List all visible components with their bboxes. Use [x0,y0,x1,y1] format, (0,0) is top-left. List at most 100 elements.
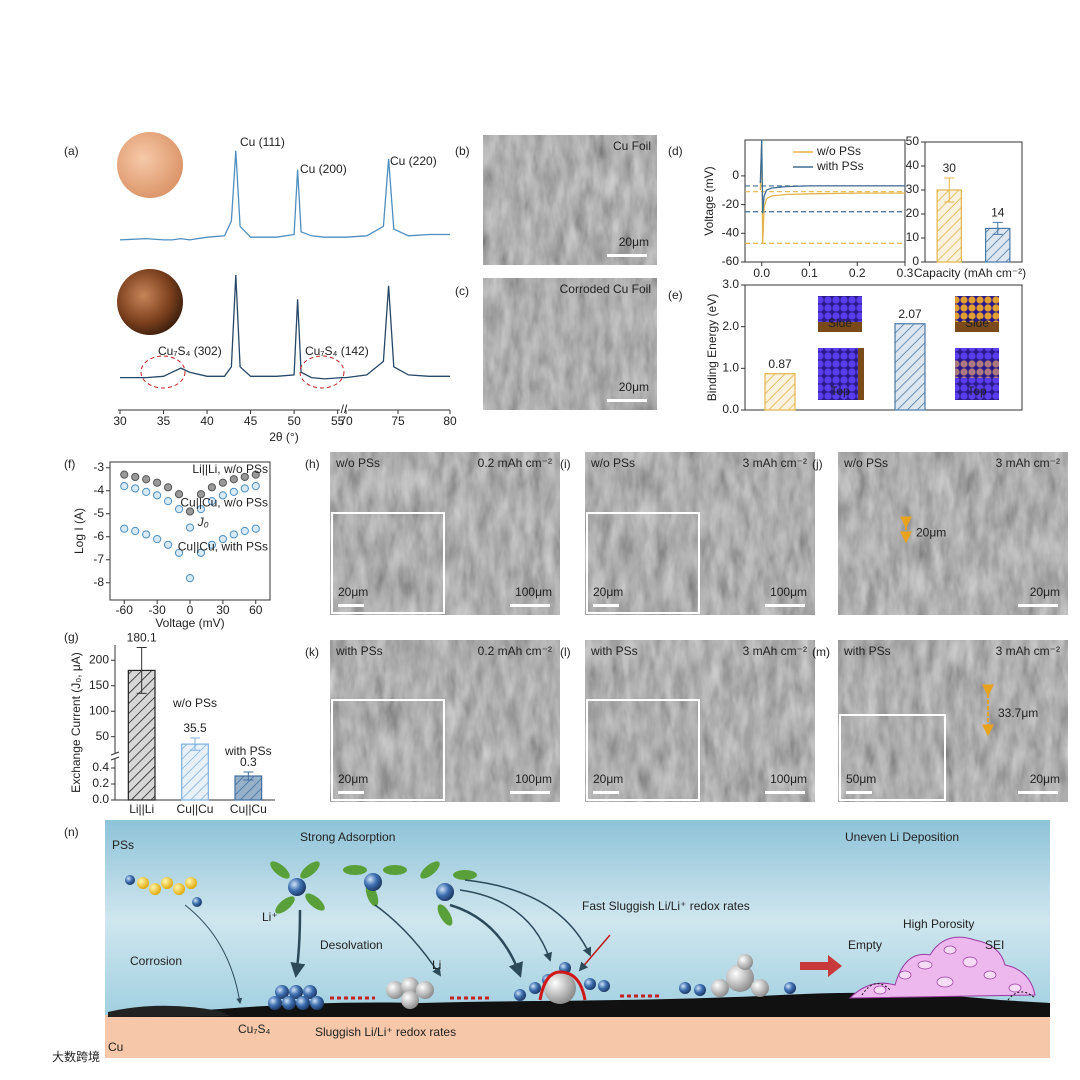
data-point [229,487,238,496]
inset-texture [333,701,443,799]
highlight-circle [299,355,345,389]
inset-scale-bar [338,791,364,794]
data-point [196,490,206,499]
legend-label: with PSs [816,159,864,173]
data-point [251,524,260,533]
image-label: Top [830,384,850,398]
inset-texture [588,701,698,799]
data-point [185,574,195,583]
scale-bar [607,399,647,402]
image-capacity: 0.2 mAh cm⁻² [478,644,552,658]
y-tick-label: -4 [93,483,104,497]
x-tick-label: 0 [187,603,194,617]
peak-annotation: Cu (111) [240,135,285,149]
panel-label: (g) [64,630,79,644]
axis-break: // [341,402,348,416]
bar [764,373,796,411]
x-tick-label: Cu||Cu [177,802,214,816]
peak-annotation: Cu₇S₄ (302) [158,344,222,358]
y-tick-label: -20 [722,197,740,211]
value-label: 2.07 [898,307,922,321]
inset-scale-label: 20μm [338,772,368,786]
data-point [229,475,238,484]
image-caption: with PSs [335,644,383,658]
series-line [120,274,450,380]
y-tick-label: -8 [93,575,104,589]
value-label: 0.87 [768,357,792,371]
data-point [142,530,151,539]
schematic-text: SEI [985,938,1004,952]
x-tick-label: 40 [200,414,214,428]
y-tick-label: 2.0 [722,319,739,333]
image-caption: with PSs [843,644,891,658]
schematic-text: Empty [848,938,882,952]
y-tick-label: 10 [906,230,920,244]
value-label: 0.3 [240,755,257,769]
schematic-text: Cu [108,1040,123,1054]
inset-scale-bar [846,791,872,794]
inset-texture [588,514,698,612]
inset-scale-label: 20μm [338,585,368,599]
data-point [120,482,129,491]
data-point [207,540,217,549]
y-tick-label: -60 [722,254,740,268]
value-label: 30 [943,161,957,175]
series-line [119,150,450,241]
x-tick-label: Li||Li [129,802,154,816]
data-point [163,483,173,492]
image-capacity: 3 mAh cm⁻² [743,644,807,658]
scale-bar [1018,604,1058,607]
x-axis-label: Voltage (mV) [155,616,224,630]
photo-corroded-foil [117,269,183,335]
y-tick-label: -40 [722,225,740,239]
data-point [131,472,140,482]
data-point [240,484,249,493]
data-point [251,470,260,479]
data-point [153,491,162,500]
data-point [153,478,162,487]
x-tick-label: -60 [116,603,134,617]
x-tick-label: 45 [244,414,258,428]
plot-frame [744,139,906,263]
image-caption: w/o PSs [590,456,635,470]
image-caption: Corroded Cu Foil [560,282,651,296]
schematic-text: Li⁺ [262,910,278,924]
image-capacity: 3 mAh cm⁻² [996,644,1060,658]
y-tick-label: 1.0 [722,361,739,375]
data-point [185,523,195,532]
data-point [131,526,140,536]
x-tick-label: 0.1 [801,266,818,280]
schematic-text: Corrosion [130,954,182,968]
data-point [174,490,184,499]
y-tick-label: -3 [93,460,104,474]
data-point [174,548,184,557]
series-label: Cu||Cu, with PSs [178,539,268,553]
y-tick-label: 50 [96,729,110,743]
x-axis-label: 2θ (°) [269,430,298,444]
watermark: 大数跨境 [52,1049,100,1064]
y-tick-label: 200 [89,652,109,666]
inset-scale-label: 50μm [846,772,876,786]
panel-label: (f) [64,457,75,471]
schematic-text: Fast Sluggish Li/Li⁺ redox rates [582,899,750,913]
panel-label: (j) [812,457,823,471]
image-caption: w/o PSs [843,456,888,470]
data-point [120,470,129,479]
image-capacity: 3 mAh cm⁻² [743,456,807,470]
data-point [218,534,227,544]
scale-bar [607,254,647,257]
x-tick-label: 70 [339,414,353,428]
panel-label: (h) [305,457,320,471]
y-tick-label: 0 [732,168,739,182]
scale-bar [1018,791,1058,794]
x-tick-label: 35 [157,414,171,428]
y-axis-label: Exchange Current (J₀, μA) [69,652,83,793]
y-tick-label: 3.0 [722,277,739,291]
data-point [240,472,249,482]
schematic-text: High Porosity [903,917,974,931]
error-bar [243,771,254,781]
panel-label: (c) [455,284,469,298]
x-tick-label: 80 [443,414,457,428]
data-point [240,526,249,536]
